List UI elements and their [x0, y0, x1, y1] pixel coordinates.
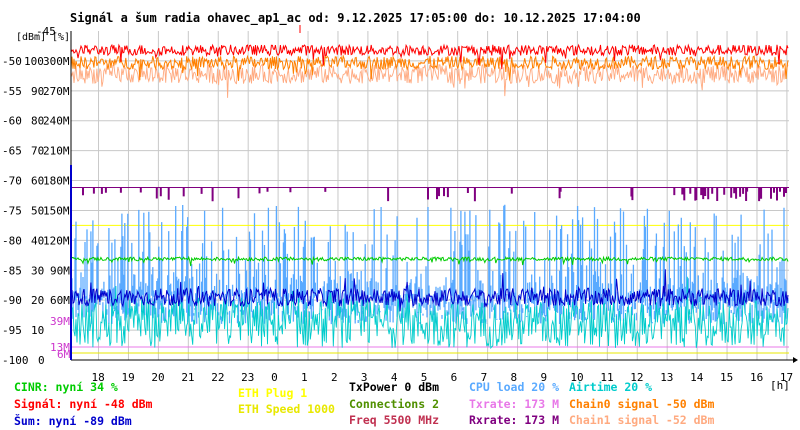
x-tick-label: 18 [92, 371, 105, 384]
series-airtime [70, 276, 789, 350]
x-tick-label: 5 [421, 371, 428, 384]
x-tick-label: 22 [211, 371, 224, 384]
y-tick-rate: 180M [43, 175, 70, 188]
y-tick-dbm: -70 [2, 175, 22, 188]
series-signal [70, 43, 789, 70]
y-tick-percent: 50 [31, 204, 44, 217]
y-tick-percent: 80 [31, 115, 44, 128]
series-chain1-signal [70, 63, 789, 98]
legend-eth-speed: ETH Speed 1000 [238, 402, 335, 416]
y-tick-dbm: -50 [2, 55, 22, 68]
x-tick-label: 14 [690, 371, 704, 384]
x-tick-label: 0 [271, 371, 278, 384]
y-tick-percent: 0 [38, 354, 45, 367]
y-tick-rate: 39M [50, 315, 70, 328]
x-tick-label: 3 [361, 371, 368, 384]
legend-airtime: Airtime 20 % [569, 380, 653, 394]
y-tick-percent: 30 [31, 264, 44, 277]
y-tick-dbm: -85 [2, 264, 22, 277]
legend-eth-plug: ETH Plug 1 [238, 386, 308, 400]
x-tick-label: 20 [151, 371, 164, 384]
x-tick-label: 13 [660, 371, 673, 384]
y-tick-rate: 13M [50, 341, 70, 354]
legend-cinr: CINR: nyní 34 % [14, 380, 118, 394]
legend-cpu: CPU load 20 % [469, 380, 560, 394]
series-rxrate-dips [82, 187, 787, 202]
series-chain0-signal [70, 54, 789, 81]
legend-signal: Signál: nyní -48 dBm [14, 397, 153, 411]
y-unit-label-dbm: [dBm] [16, 32, 46, 43]
y-tick-percent: 10 [31, 324, 44, 337]
x-tick-label: 11 [600, 371, 613, 384]
y-tick-dbm: -90 [2, 294, 22, 307]
x-tick-label: 6 [451, 371, 458, 384]
legend-rxrate: Rxrate: 173 M [469, 413, 560, 427]
series-cinr [70, 255, 789, 267]
y-tick-rate: 120M [43, 234, 70, 247]
y-tick-percent: 70 [31, 145, 44, 158]
y-tick-percent: 90 [31, 85, 44, 98]
x-tick-label: 4 [391, 371, 398, 384]
x-tick-label: 1 [301, 371, 308, 384]
y-tick-dbm: -55 [2, 85, 22, 98]
y-tick-dbm: -100 [2, 354, 29, 367]
legend-connections: Connections 2 [349, 397, 440, 411]
x-tick-label: 7 [481, 371, 488, 384]
x-tick-label: 9 [540, 371, 547, 384]
y-tick-dbm: -45 [36, 25, 56, 38]
y-tick-dbm: -75 [2, 204, 22, 217]
y-tick-dbm: -95 [2, 324, 22, 337]
x-axis-arrow [793, 357, 798, 363]
y-tick-percent: 100 [24, 55, 44, 68]
y-tick-percent: 60 [31, 175, 44, 188]
x-tick-label: 2 [331, 371, 338, 384]
x-tick-label: 16 [750, 371, 763, 384]
legend-chain1: Chain1 signal -52 dBm [569, 413, 715, 427]
x-tick-label: 10 [570, 371, 583, 384]
x-tick-label: 23 [241, 371, 254, 384]
y-tick-dbm: -80 [2, 234, 22, 247]
legend-chain0: Chain0 signal -50 dBm [569, 397, 715, 411]
x-tick-label: 15 [720, 371, 733, 384]
y-tick-rate: 60M [50, 294, 70, 307]
y-unit-label-percent: [%] [52, 32, 70, 43]
y-tick-rate: 6M [57, 348, 71, 361]
x-tick-label: 8 [511, 371, 518, 384]
x-tick-label: 17 [780, 371, 793, 384]
x-tick-label: 21 [181, 371, 194, 384]
x-unit-label: [h] [770, 379, 790, 392]
legend-txpower: TxPower 0 dBm [349, 380, 440, 394]
chart-title: Signál a šum radia ohavec_ap1_ac od: 9.1… [70, 11, 641, 25]
x-tick-label: 19 [121, 371, 134, 384]
y-tick-rate: 150M [43, 204, 70, 217]
y-tick-dbm: -60 [2, 115, 22, 128]
y-tick-rate: 210M [43, 145, 70, 158]
y-tick-percent: 40 [31, 234, 44, 247]
y-tick-percent: 20 [31, 294, 44, 307]
y-tick-rate: 270M [43, 85, 70, 98]
x-tick-label: 12 [630, 371, 643, 384]
y-tick-rate: 300M [43, 55, 70, 68]
y-tick-dbm: -65 [2, 145, 22, 158]
legend-txrate: Txrate: 173 M [469, 397, 560, 411]
legend-freq: Freq 5500 MHz [349, 413, 440, 427]
legend-noise: Šum: nyní -89 dBm [14, 414, 132, 428]
y-tick-rate: 90M [50, 264, 70, 277]
series-noise [70, 269, 789, 312]
y-tick-rate: 240M [43, 115, 70, 128]
